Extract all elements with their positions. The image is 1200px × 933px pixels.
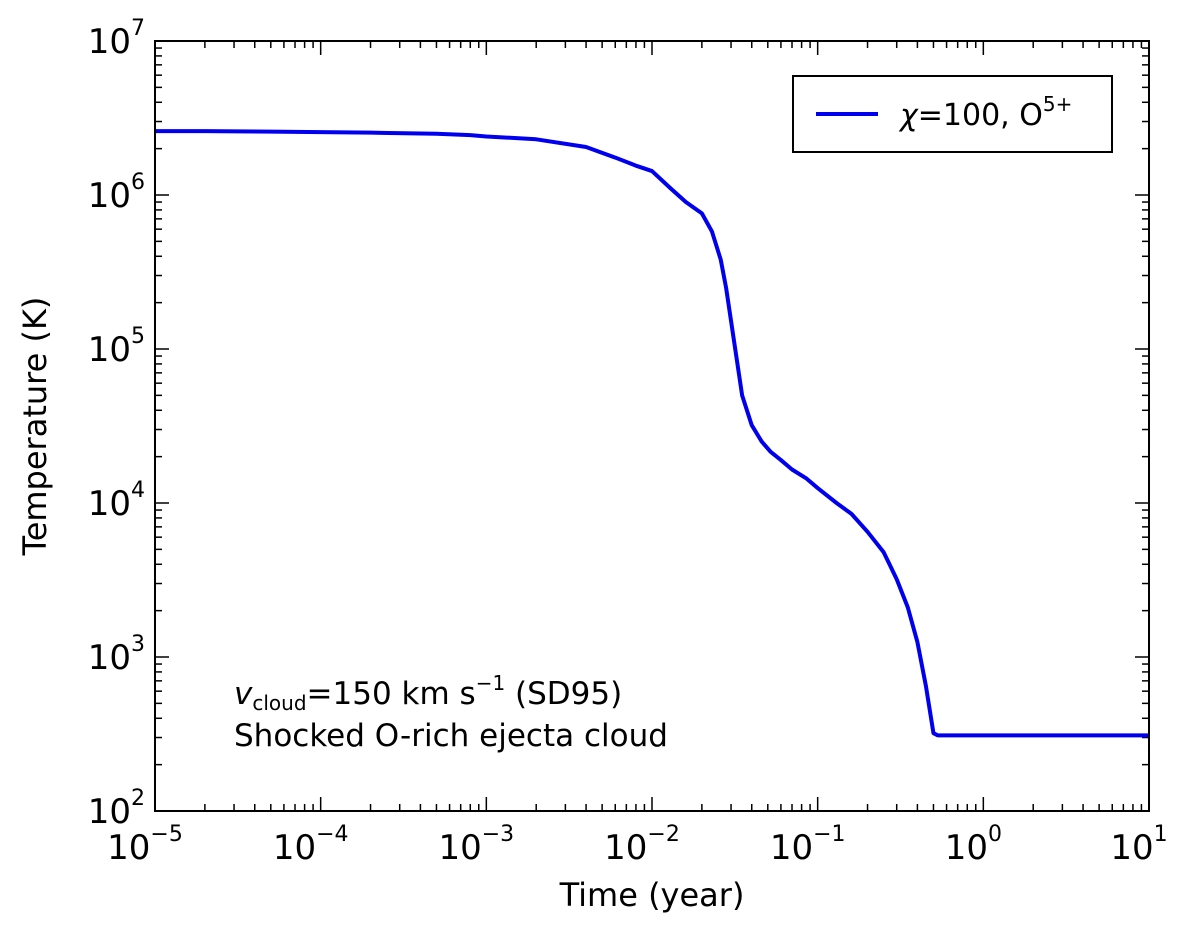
- annotation: vcloud=150 km s−1 (SD95) Shocked O-rich …: [234, 671, 668, 754]
- y-tick-label: 104: [88, 478, 145, 524]
- legend: χ=100, O5+: [792, 75, 1113, 153]
- annotation-velocity-subscript: cloud: [252, 691, 306, 715]
- x-tick-label: 101: [1110, 822, 1167, 868]
- x-tick-label: 10−2: [604, 822, 680, 868]
- annotation-velocity-superscript: −1: [476, 671, 505, 695]
- x-tick-label-base: 10: [273, 828, 316, 868]
- y-axis-label: Temperature (K): [16, 297, 54, 557]
- legend-label-superscript: 5+: [1043, 92, 1072, 116]
- x-tick-label-base: 10: [107, 828, 150, 868]
- y-tick-label: 105: [88, 324, 145, 370]
- x-tick-label-base: 10: [945, 828, 988, 868]
- y-tick-label-base: 10: [88, 484, 131, 524]
- legend-label-chi: χ: [898, 98, 919, 133]
- annotation-description: Shocked O-rich ejecta cloud: [234, 718, 668, 754]
- annotation-velocity-tail: (SD95): [505, 676, 622, 712]
- annotation-velocity-main: =150 km s: [307, 676, 476, 712]
- y-tick-label-base: 10: [88, 330, 131, 370]
- y-tick-label-exponent: 3: [131, 632, 145, 657]
- x-tick-label-exponent: −2: [647, 822, 679, 847]
- annotation-velocity-symbol: v: [234, 676, 253, 712]
- x-tick-label: 10−5: [107, 822, 183, 868]
- x-tick-label-exponent: −3: [482, 822, 514, 847]
- y-tick-label: 103: [88, 632, 145, 678]
- legend-label: χ=100, O5+: [898, 92, 1072, 133]
- y-tick-label-base: 10: [88, 176, 131, 216]
- y-tick-label-exponent: 5: [131, 324, 145, 349]
- y-tick-label: 106: [88, 170, 145, 216]
- x-tick-labels: 10−5 10−4 10−3 10−2 10−1 100 101: [107, 822, 1167, 868]
- x-tick-label-base: 10: [438, 828, 481, 868]
- x-tick-label-exponent: −1: [813, 822, 845, 847]
- plot-frame: [154, 40, 1150, 812]
- y-tick-label: 102: [88, 786, 145, 832]
- x-tick-label-exponent: −5: [150, 822, 182, 847]
- x-axis-label: Time (year): [559, 876, 745, 914]
- annotation-velocity: vcloud=150 km s−1 (SD95): [234, 671, 622, 715]
- series-line-0: [155, 129, 1149, 738]
- series-curve-group: [155, 129, 1149, 738]
- x-tick-label: 10−1: [770, 822, 846, 868]
- y-tick-label-exponent: 7: [131, 16, 145, 41]
- tick-marks: [154, 40, 1150, 812]
- y-tick-label-exponent: 2: [131, 786, 145, 811]
- x-tick-label-base: 10: [770, 828, 813, 868]
- x-tick-label: 10−4: [273, 822, 349, 868]
- y-tick-label: 107: [88, 16, 145, 62]
- y-tick-label-base: 10: [88, 792, 131, 832]
- y-tick-label-exponent: 6: [131, 170, 145, 195]
- x-tick-label-base: 10: [604, 828, 647, 868]
- y-tick-label-base: 10: [88, 638, 131, 678]
- y-tick-label-exponent: 4: [131, 478, 145, 503]
- x-tick-label-exponent: −4: [316, 822, 348, 847]
- x-tick-label-base: 10: [1110, 828, 1153, 868]
- x-tick-label: 10−3: [438, 822, 514, 868]
- legend-label-main: =100, O: [918, 98, 1043, 133]
- y-tick-label-base: 10: [88, 22, 131, 62]
- x-tick-label-exponent: 0: [988, 822, 1002, 847]
- x-tick-label-exponent: 1: [1154, 822, 1168, 847]
- x-tick-label: 100: [945, 822, 1002, 868]
